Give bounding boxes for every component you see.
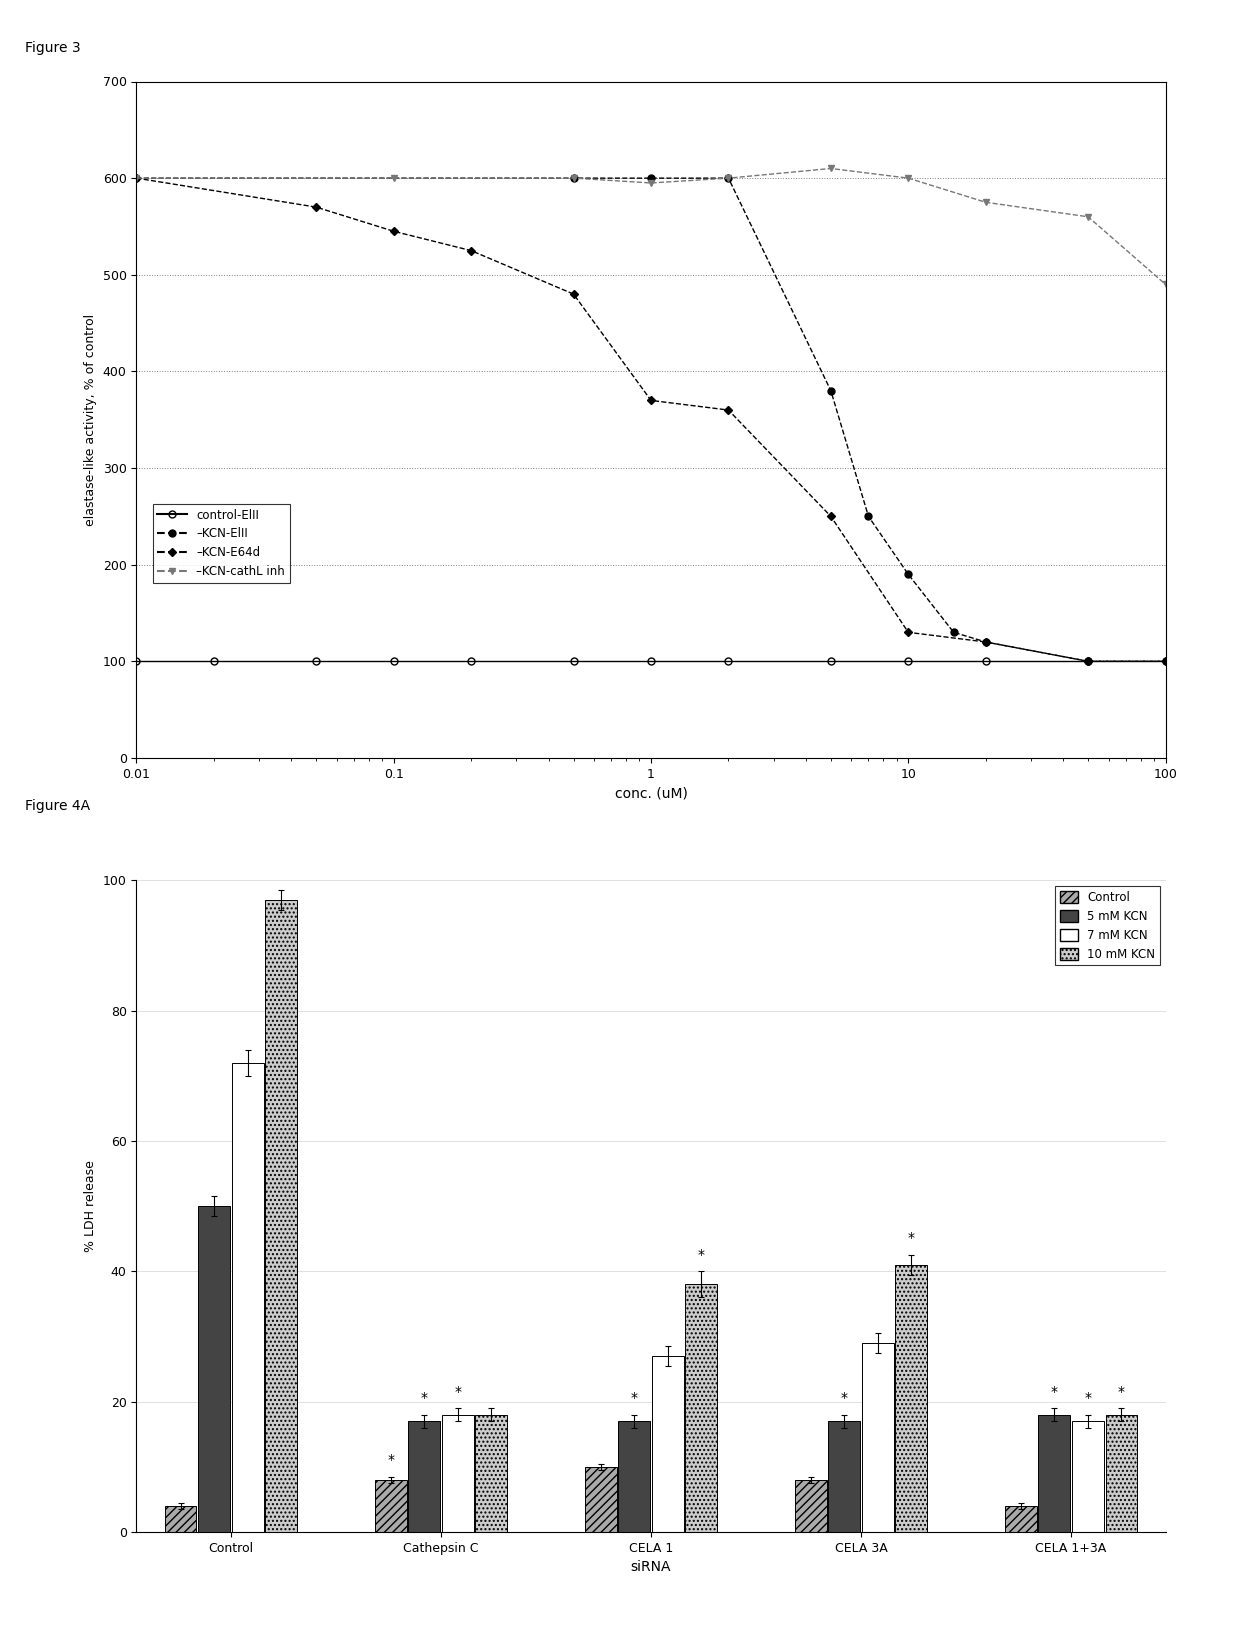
KCN-E64d — [309, 197, 324, 217]
Text: *: * — [908, 1231, 915, 1245]
Legend: control-ElII, –KCN-ElII, –KCN-E64d, –KCN-cathL inh: control-ElII, –KCN-ElII, –KCN-E64d, –KCN… — [153, 504, 290, 584]
KCN-E64d — [978, 632, 993, 652]
control-ElII — [1081, 652, 1096, 672]
Line: control-ElII: control-ElII — [133, 659, 1169, 665]
Text: Figure 4A: Figure 4A — [25, 799, 91, 813]
control-ElII — [900, 652, 915, 672]
Text: *: * — [454, 1384, 461, 1399]
KCN-E64d — [567, 284, 582, 303]
Bar — [1004, 1506, 1037, 1532]
KCN-cathL inh — [1081, 207, 1096, 227]
Bar — [374, 1480, 407, 1532]
control-ElII — [644, 652, 658, 672]
KCN-ElII — [1081, 652, 1096, 672]
control-ElII — [386, 652, 401, 672]
Bar — [441, 1415, 474, 1532]
KCN-cathL inh — [900, 168, 915, 187]
Bar — [584, 1467, 616, 1532]
KCN-ElII — [946, 623, 961, 642]
X-axis label: siRNA: siRNA — [631, 1560, 671, 1575]
KCN-ElII — [861, 507, 875, 526]
control-ElII — [129, 652, 144, 672]
Y-axis label: elastase-like activity, % of control: elastase-like activity, % of control — [84, 313, 97, 526]
KCN-ElII — [129, 168, 144, 187]
Text: Figure 3: Figure 3 — [25, 41, 81, 55]
KCN-E64d — [1158, 652, 1173, 672]
control-ElII — [309, 652, 324, 672]
KCN-ElII — [1158, 652, 1173, 672]
KCN-E64d — [720, 401, 735, 421]
Bar — [862, 1343, 894, 1532]
control-ElII — [978, 652, 993, 672]
Bar — [198, 1206, 231, 1532]
Text: *: * — [420, 1390, 428, 1405]
Bar — [795, 1480, 827, 1532]
Bar — [1038, 1415, 1070, 1532]
control-ElII — [464, 652, 479, 672]
Bar — [619, 1421, 650, 1532]
Bar — [408, 1421, 440, 1532]
Line: KCN-E64d: KCN-E64d — [134, 176, 1168, 663]
Text: *: * — [631, 1390, 637, 1405]
Bar — [475, 1415, 507, 1532]
KCN-E64d — [129, 168, 144, 187]
Bar — [652, 1356, 683, 1532]
Bar — [1106, 1415, 1137, 1532]
KCN-ElII — [900, 564, 915, 584]
Bar — [1071, 1421, 1104, 1532]
KCN-ElII — [823, 381, 838, 401]
KCN-E64d — [823, 507, 838, 526]
KCN-cathL inh — [1158, 274, 1173, 293]
Text: *: * — [698, 1247, 704, 1262]
KCN-cathL inh — [386, 168, 401, 187]
control-ElII — [567, 652, 582, 672]
KCN-cathL inh — [978, 192, 993, 212]
KCN-E64d — [644, 391, 658, 411]
KCN-cathL inh — [644, 173, 658, 192]
KCN-E64d — [464, 241, 479, 261]
control-ElII — [720, 652, 735, 672]
KCN-ElII — [720, 168, 735, 187]
KCN-cathL inh — [567, 168, 582, 187]
Text: *: * — [1118, 1384, 1125, 1399]
Bar — [828, 1421, 861, 1532]
KCN-ElII — [978, 632, 993, 652]
KCN-cathL inh — [720, 168, 735, 187]
Text: *: * — [387, 1452, 394, 1467]
Bar — [232, 1063, 264, 1532]
KCN-E64d — [386, 222, 401, 241]
Bar — [265, 900, 298, 1532]
Bar — [165, 1506, 196, 1532]
Line: KCN-ElII: KCN-ElII — [133, 174, 1169, 665]
Text: *: * — [1050, 1384, 1058, 1399]
KCN-E64d — [1081, 652, 1096, 672]
control-ElII — [1158, 652, 1173, 672]
KCN-ElII — [644, 168, 658, 187]
KCN-cathL inh — [129, 168, 144, 187]
KCN-ElII — [567, 168, 582, 187]
Bar — [686, 1284, 718, 1532]
Bar — [895, 1265, 928, 1532]
KCN-cathL inh — [823, 158, 838, 178]
KCN-E64d — [900, 623, 915, 642]
Legend: Control, 5 mM KCN, 7 mM KCN, 10 mM KCN: Control, 5 mM KCN, 7 mM KCN, 10 mM KCN — [1055, 887, 1159, 965]
Line: KCN-cathL inh: KCN-cathL inh — [133, 165, 1169, 289]
Y-axis label: % LDH release: % LDH release — [84, 1161, 97, 1252]
control-ElII — [823, 652, 838, 672]
Text: *: * — [1085, 1390, 1091, 1405]
control-ElII — [206, 652, 221, 672]
Text: *: * — [841, 1390, 848, 1405]
X-axis label: conc. (uM): conc. (uM) — [615, 786, 687, 800]
